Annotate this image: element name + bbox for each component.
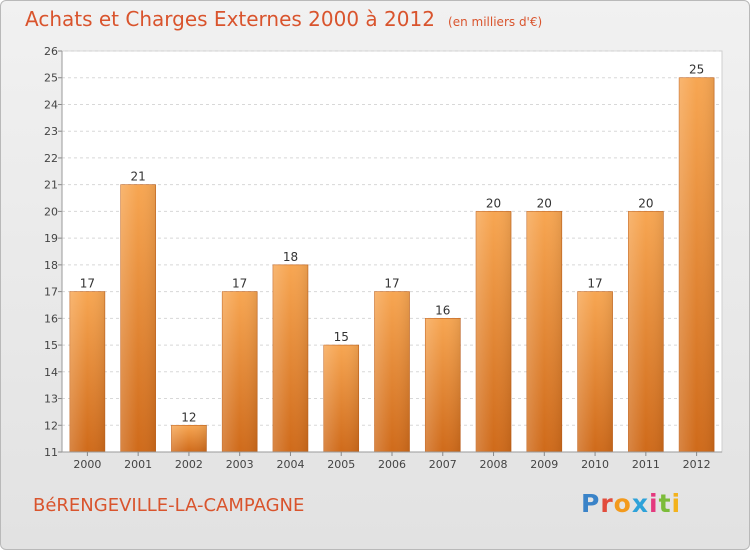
bar-value-label: 21 <box>131 170 146 184</box>
x-tick-label: 2001 <box>124 458 152 471</box>
y-tick-label: 19 <box>44 232 58 245</box>
bar-value-label: 16 <box>435 303 450 317</box>
y-tick-label: 25 <box>44 72 58 85</box>
logo-letter: r <box>600 489 614 518</box>
x-tick-label: 2005 <box>327 458 355 471</box>
bar-value-label: 20 <box>486 196 501 210</box>
y-tick-label: 20 <box>44 205 58 218</box>
bar-shine <box>526 211 562 452</box>
bar-shine <box>374 291 410 452</box>
x-tick-label: 2010 <box>581 458 609 471</box>
bar-shine <box>323 345 359 452</box>
bar-shine <box>171 425 207 452</box>
logo-letter: i <box>649 489 659 518</box>
logo-letter: o <box>613 489 632 518</box>
proxiti-logo[interactable]: Proxiti <box>581 489 681 518</box>
bar-value-label: 17 <box>232 277 247 291</box>
x-tick-label: 2002 <box>175 458 203 471</box>
y-tick-label: 24 <box>44 98 58 111</box>
bar-shine <box>222 291 258 452</box>
bar-value-label: 17 <box>587 277 602 291</box>
y-tick-label: 22 <box>44 152 58 165</box>
x-tick-label: 2000 <box>73 458 101 471</box>
bar-shine <box>69 291 105 452</box>
bar-shine <box>272 264 308 452</box>
bar-value-label: 17 <box>80 277 95 291</box>
bar-shine <box>628 211 664 452</box>
chart-title: Achats et Charges Externes 2000 à 2012 (… <box>25 7 542 31</box>
x-tick-label: 2011 <box>632 458 660 471</box>
chart-unit: (en milliers d'€) <box>448 15 543 29</box>
y-tick-label: 23 <box>44 125 58 138</box>
bar-value-label: 25 <box>689 63 704 77</box>
bar-shine <box>577 291 613 452</box>
y-tick-label: 21 <box>44 179 58 192</box>
y-tick-label: 11 <box>44 446 58 459</box>
y-tick-label: 15 <box>44 339 58 352</box>
chart-title-text: Achats et Charges Externes 2000 à 2012 <box>25 7 435 31</box>
y-tick-label: 13 <box>44 393 58 406</box>
logo-letter: i <box>671 489 682 518</box>
x-tick-label: 2003 <box>226 458 254 471</box>
bar-shine <box>120 184 156 452</box>
bar-value-label: 15 <box>334 330 349 344</box>
x-tick-label: 2008 <box>480 458 508 471</box>
y-tick-label: 26 <box>44 45 58 58</box>
x-tick-label: 2012 <box>683 458 711 471</box>
bar-shine <box>679 77 715 452</box>
bar-value-label: 17 <box>384 277 399 291</box>
x-tick-label: 2006 <box>378 458 406 471</box>
bar-value-label: 18 <box>283 250 298 264</box>
logo-letter: P <box>581 489 601 518</box>
bar-shine <box>476 211 512 452</box>
logo-letter: t <box>658 489 672 518</box>
bar-value-label: 20 <box>537 196 552 210</box>
x-tick-label: 2004 <box>276 458 304 471</box>
y-tick-label: 18 <box>44 259 58 272</box>
bar-value-label: 20 <box>638 196 653 210</box>
y-tick-label: 17 <box>44 286 58 299</box>
x-tick-label: 2009 <box>530 458 558 471</box>
commune-name: BéRENGEVILLE-LA-CAMPAGNE <box>33 495 305 516</box>
y-tick-label: 16 <box>44 312 58 325</box>
y-tick-label: 12 <box>44 419 58 432</box>
logo-letter: x <box>631 489 649 518</box>
bar-shine <box>425 318 461 452</box>
bar-value-label: 12 <box>181 410 196 424</box>
x-tick-label: 2007 <box>429 458 457 471</box>
y-tick-label: 14 <box>44 366 58 379</box>
